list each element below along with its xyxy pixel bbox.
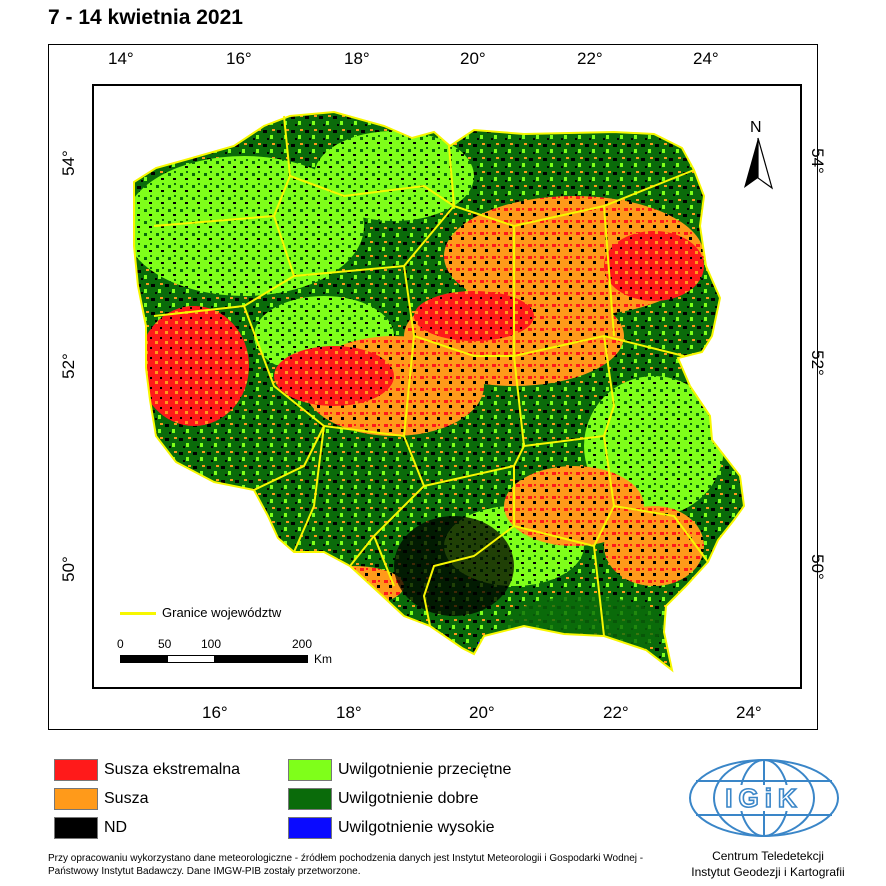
- map-title: 7 - 14 kwietnia 2021: [48, 6, 243, 29]
- lon-label-top: 18°: [344, 49, 370, 68]
- legend-item: Uwilgotnienie wysokie: [288, 816, 495, 840]
- lat-label-left: 50°: [58, 556, 78, 582]
- lon-label-bottom: 22°: [603, 703, 629, 722]
- data-source-footnote: Przy opracowaniu wykorzystano dane meteo…: [48, 853, 644, 877]
- legend-swatch: [54, 788, 98, 810]
- legend-item: Susza ekstremalna: [54, 758, 240, 782]
- boundary-line-swatch: [120, 612, 156, 615]
- outer-frame: [48, 44, 818, 730]
- legend-label: Susza ekstremalna: [104, 761, 241, 778]
- north-label: N: [750, 119, 762, 136]
- lon-label-bottom: 24°: [736, 703, 762, 722]
- lon-label-bottom: 20°: [469, 703, 495, 722]
- legend-item: Susza: [54, 787, 148, 811]
- scale-tick-label: 100: [201, 637, 222, 651]
- legend-label: Susza: [104, 790, 149, 807]
- legend-label: Uwilgotnienie dobre: [338, 790, 479, 807]
- institution-line2: Instytut Geodezji i Kartografii: [691, 865, 845, 879]
- legend-label: Uwilgotnienie wysokie: [338, 819, 495, 836]
- lon-label-bottom: 18°: [336, 703, 362, 722]
- legend-swatch: [288, 788, 332, 810]
- lon-label-top: 24°: [693, 49, 719, 68]
- legend-swatch: [288, 759, 332, 781]
- lon-label-top: 16°: [226, 49, 252, 68]
- legend-item: Uwilgotnienie przeciętne: [288, 758, 511, 782]
- igik-logo: IGiK: [689, 759, 839, 837]
- lon-label-top: 14°: [108, 49, 134, 68]
- scale-bar: [120, 655, 308, 663]
- legend-item: Uwilgotnienie dobre: [288, 787, 479, 811]
- legend-item: ND: [54, 816, 127, 840]
- map-panel: [92, 84, 802, 689]
- lat-label-right: 54°: [807, 148, 827, 174]
- lat-label-left: 52°: [58, 353, 78, 379]
- north-arrow-icon: [744, 137, 774, 190]
- scale-tick-label: 0: [117, 637, 124, 651]
- lat-label-right: 50°: [807, 554, 827, 580]
- scale-tick-label: 50: [158, 637, 172, 651]
- legend-swatch: [54, 759, 98, 781]
- lon-label-top: 20°: [460, 49, 486, 68]
- legend-swatch: [288, 817, 332, 839]
- lat-label-left: 54°: [58, 150, 78, 176]
- institution-line1: Centrum Teledetekcji: [712, 849, 824, 863]
- lat-label-right: 52°: [807, 350, 827, 376]
- legend-label: Uwilgotnienie przeciętne: [338, 761, 512, 778]
- legend-label: ND: [104, 819, 128, 836]
- legend-swatch: [54, 817, 98, 839]
- lon-label-bottom: 16°: [202, 703, 228, 722]
- svg-text:IGiK: IGiK: [725, 783, 802, 813]
- scale-tick-label: 200: [292, 637, 313, 651]
- boundary-legend-label: Granice województw: [162, 605, 282, 620]
- lon-label-top: 22°: [577, 49, 603, 68]
- scale-unit: Km: [314, 652, 332, 666]
- institution-name: Centrum Teledetekcji Instytut Geodezji i…: [668, 848, 868, 880]
- poland-drought-map: [133, 110, 746, 673]
